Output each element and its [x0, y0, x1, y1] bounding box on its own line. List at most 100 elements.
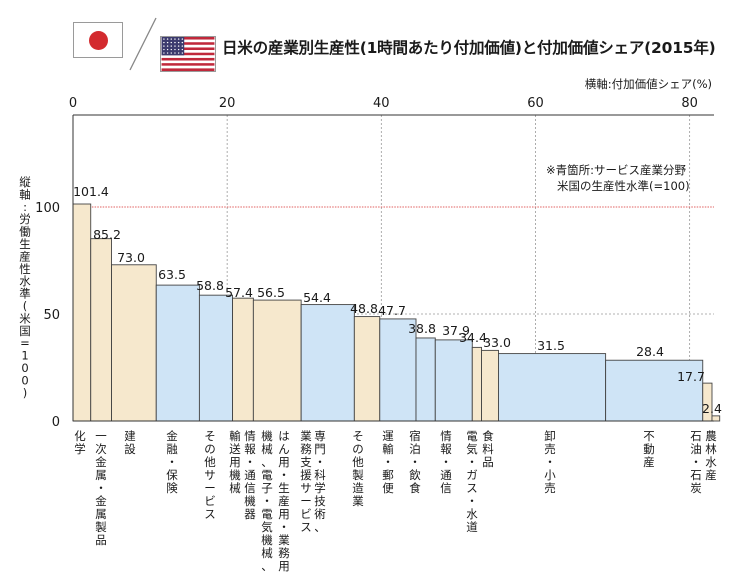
bar-value-label: 2.4	[702, 401, 722, 416]
usa-flag-star	[166, 52, 169, 54]
usa-flag-star	[177, 48, 180, 51]
usa-flag-stripe	[161, 42, 215, 45]
bar	[300, 304, 355, 422]
x-tick-label: 20	[219, 96, 236, 111]
category-label: 不動産	[643, 429, 655, 469]
usa-flag-stripe	[161, 37, 215, 40]
bar-value-label: 31.5	[537, 338, 565, 353]
usa-flag-stripe	[161, 63, 215, 66]
x-tick-label: 0	[69, 96, 77, 111]
category-label: 運輸・郵便	[382, 429, 394, 495]
usa-flag-stripe	[161, 65, 215, 69]
usa-flag-stripe	[161, 55, 215, 58]
usa-flag-stripe	[161, 44, 215, 48]
bar	[605, 359, 704, 422]
usa-flag-star	[170, 52, 172, 54]
bar	[155, 284, 200, 422]
usa-flag-star	[177, 52, 180, 54]
usa-flag-star	[166, 38, 169, 40]
bar	[198, 294, 234, 422]
usa-flag-star	[174, 45, 176, 47]
y-axis-label: 縦軸:労働生産性水準(米国= 1 0 0)	[19, 175, 31, 400]
usa-flag-star	[174, 38, 176, 40]
usa-flag-star	[174, 41, 176, 44]
bar	[415, 337, 436, 422]
bar-value-label: 33.0	[483, 335, 511, 350]
x-axis-label: 横軸:付加価値シェア(%)	[585, 77, 712, 91]
bar	[252, 299, 302, 422]
y-tick-label: 50	[43, 308, 60, 323]
bar	[72, 203, 92, 422]
usa-flag-stripe	[161, 47, 215, 51]
usa-flag-icon	[160, 36, 216, 72]
bar-value-label: 48.8	[350, 301, 378, 316]
usa-flag-star	[163, 41, 165, 44]
usa-flag-star	[166, 45, 169, 47]
usa-flag-star	[166, 48, 169, 51]
bar-value-label: 73.0	[117, 250, 145, 265]
bar	[353, 316, 381, 422]
x-tick-label: 60	[527, 96, 544, 111]
category-label: 専門・科学技術、業務支援サービス	[300, 429, 326, 534]
usa-flag-stripe	[161, 52, 215, 56]
usa-flag-star	[163, 48, 165, 51]
usa-flag-star	[181, 48, 184, 51]
bar	[232, 297, 254, 422]
category-label: その他サービス	[204, 429, 216, 521]
usa-flag-star	[177, 38, 180, 40]
category-label: 卸売・小売	[544, 429, 556, 495]
bar	[434, 339, 473, 422]
usa-flag-star	[174, 48, 176, 51]
bar-value-label: 58.8	[196, 278, 224, 293]
bar-value-label: 34.4	[459, 330, 487, 345]
category-label: 農林水産	[705, 429, 717, 482]
bar	[711, 415, 721, 422]
usa-flag-star	[170, 41, 172, 44]
chart-title: 日米の産業別生産性(1時間あたり付加価値)と付加価値シェア(2015年)	[222, 39, 716, 57]
usa-flag-star	[177, 41, 180, 44]
bar-value-label: 37.9	[442, 323, 470, 338]
usa-flag-star	[177, 45, 180, 47]
category-label: 情報・通信	[440, 429, 452, 495]
usa-flag-stripe	[161, 68, 215, 71]
usa-flag-star	[181, 52, 184, 54]
category-label: 輸送用機械	[229, 429, 241, 495]
bar	[471, 346, 482, 422]
usa-flag-stripe	[161, 39, 215, 43]
bar-value-label: 17.7	[677, 369, 705, 384]
bar-value-label: 101.4	[73, 184, 109, 199]
bar-value-label: 47.7	[378, 303, 406, 318]
bar-value-label: 63.5	[158, 267, 186, 282]
usa-flag-star	[163, 38, 165, 40]
usa-flag-stripe	[161, 57, 215, 61]
bar-value-label: 57.4	[225, 285, 253, 300]
reference-note: 米国の生産性水準(=100)	[557, 179, 690, 193]
bar	[111, 264, 157, 422]
usa-flag-star	[163, 52, 165, 54]
usa-flag-star	[170, 48, 172, 51]
bar	[90, 238, 112, 422]
usa-flag-star	[170, 38, 172, 40]
reference-note: ※青箇所:サービス産業分野	[546, 163, 687, 177]
usa-flag-star	[181, 45, 184, 47]
x-tick-label: 40	[373, 96, 390, 111]
usa-flag-star	[181, 41, 184, 44]
bar-value-label: 85.2	[93, 227, 121, 242]
usa-flag-star	[166, 41, 169, 44]
category-label: 一次金属・金属製品	[95, 429, 107, 547]
category-label: 電気・ガス・水道	[466, 429, 478, 534]
x-tick-label: 80	[681, 96, 698, 111]
japan-flag-icon	[73, 22, 123, 58]
category-label: 食料品	[482, 429, 494, 469]
bar	[379, 318, 417, 422]
usa-flag-stripe	[161, 60, 215, 64]
usa-flag-stripe	[161, 50, 215, 53]
category-label: 石油・石炭	[690, 429, 702, 495]
y-tick-label: 0	[52, 415, 60, 430]
japan-flag-sun	[89, 31, 108, 50]
category-label: その他製造業	[352, 429, 364, 508]
y-tick-label: 100	[35, 201, 60, 216]
usa-flag-star	[181, 38, 184, 40]
category-label: 金融・保険	[166, 429, 178, 495]
